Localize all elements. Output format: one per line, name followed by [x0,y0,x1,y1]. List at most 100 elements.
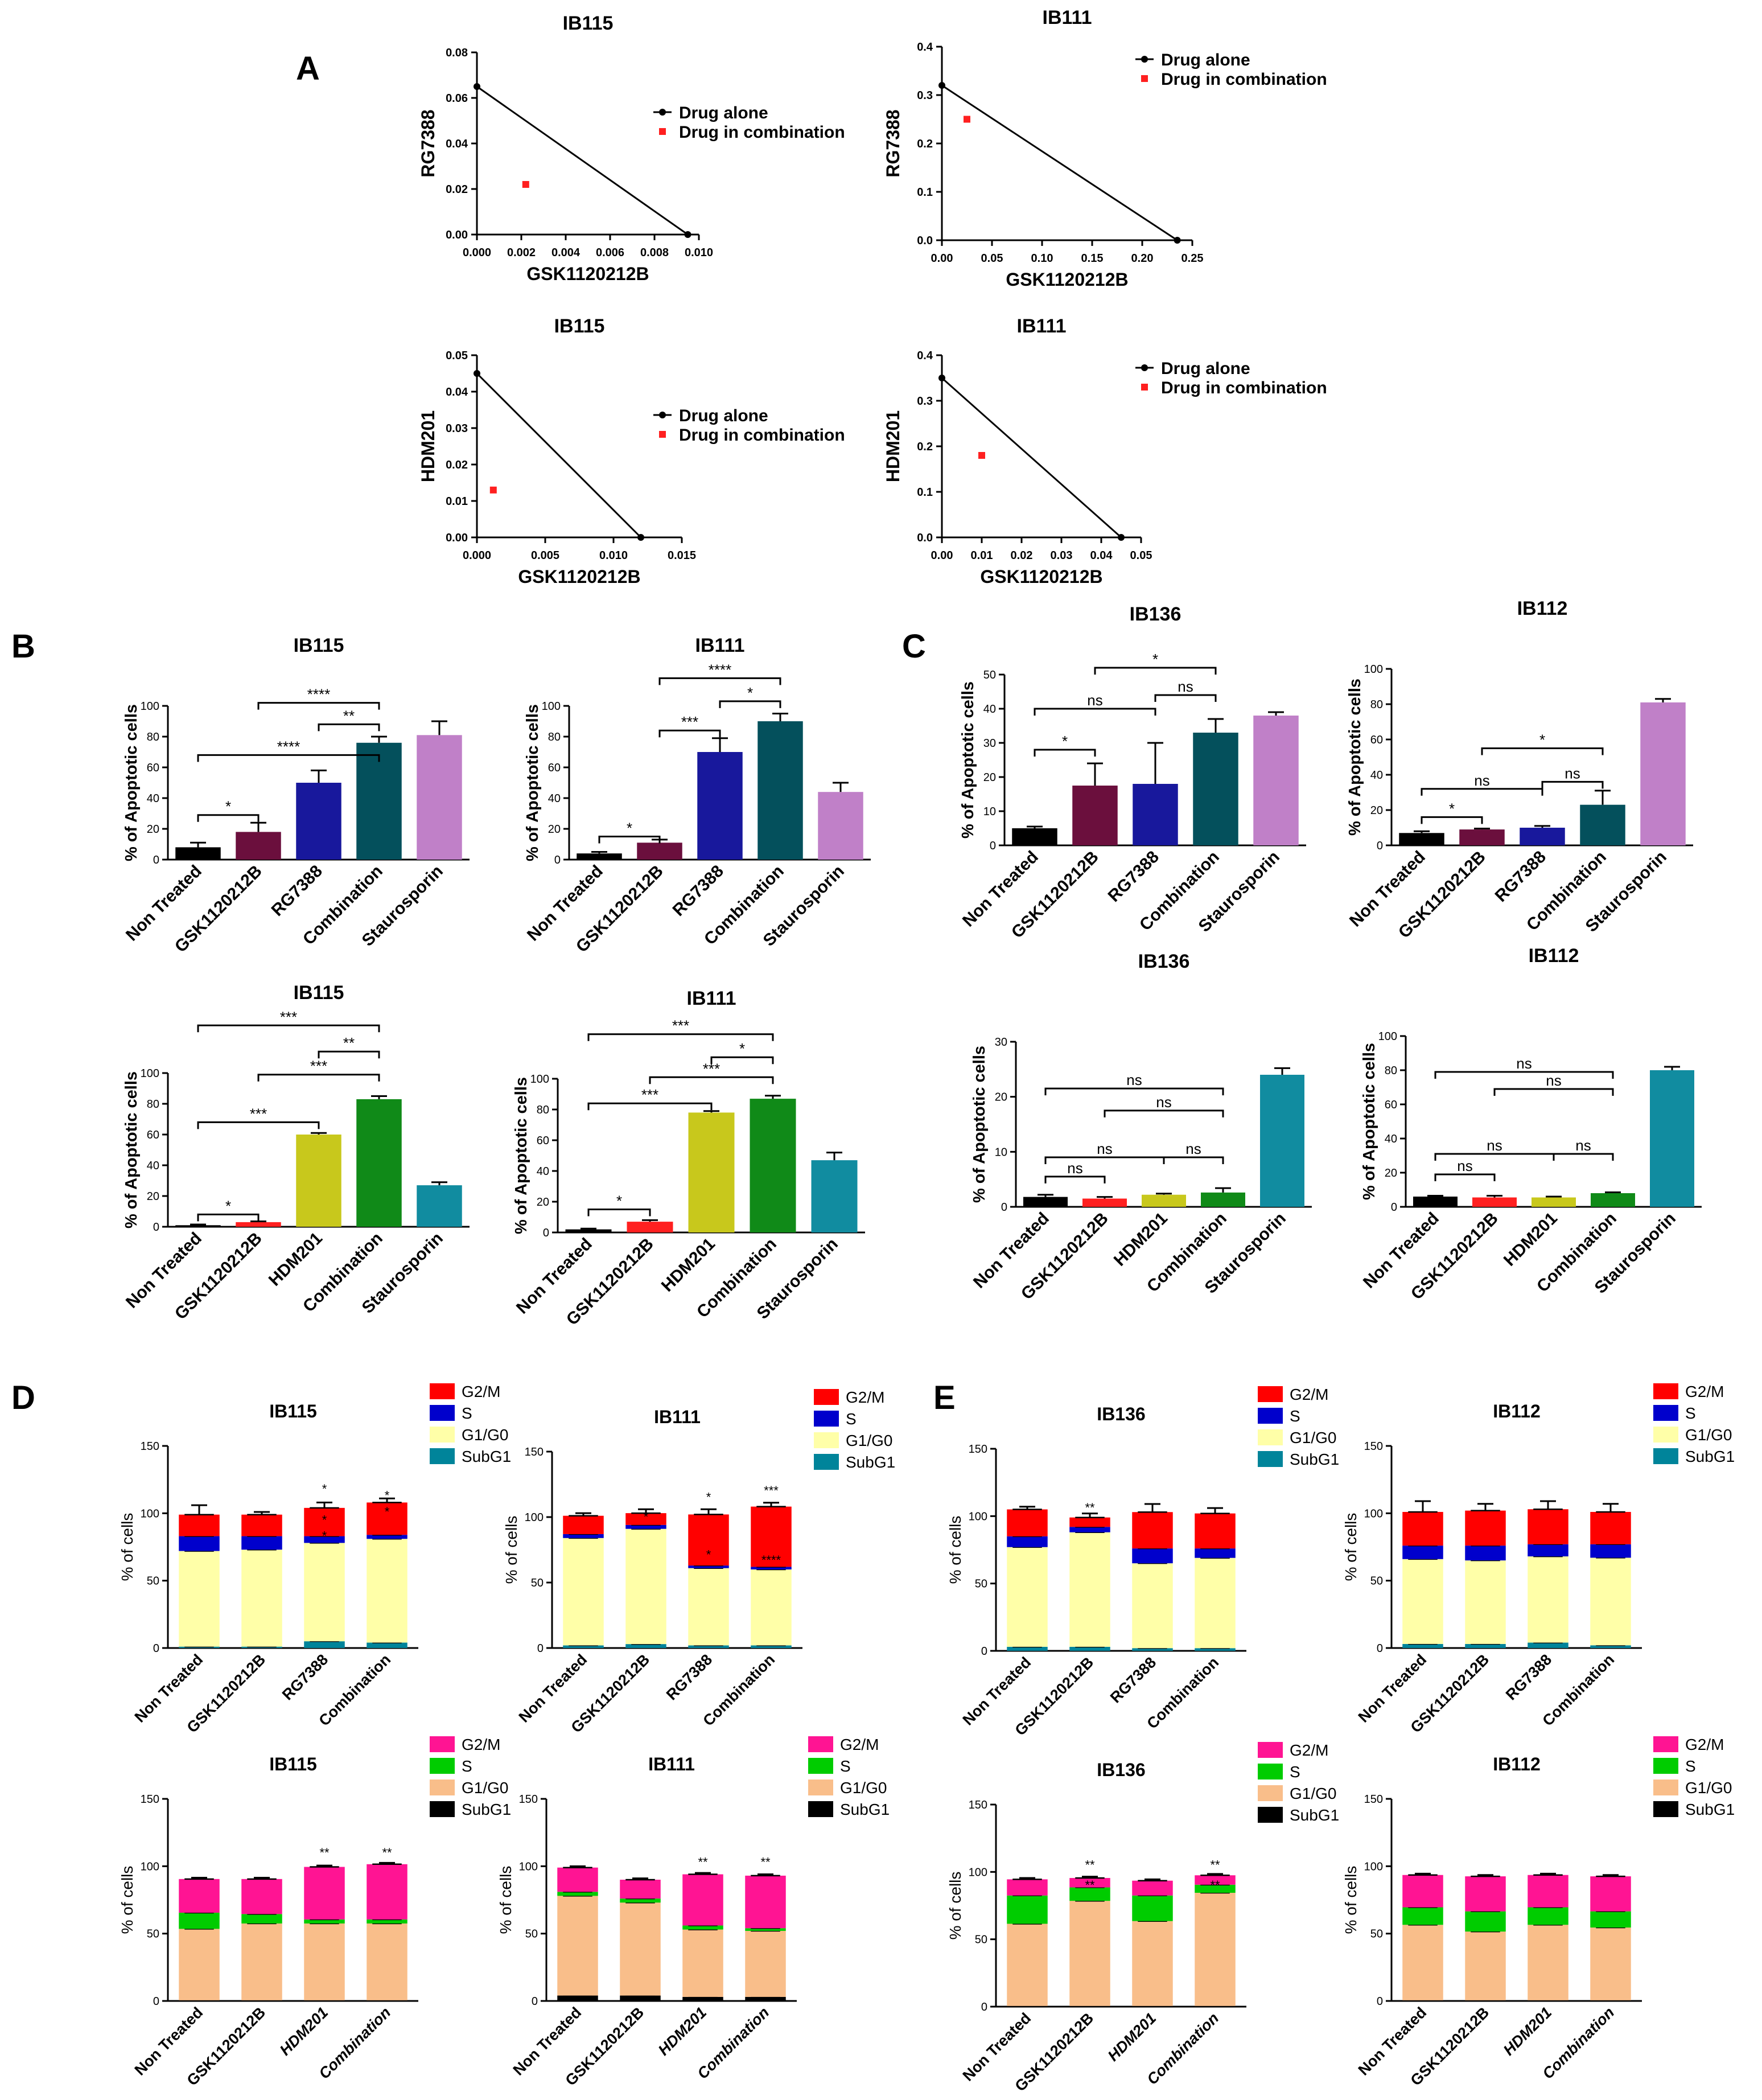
stacked-segment [367,1923,407,2000]
significance-label: ** [343,707,355,724]
legend-label: SubG1 [462,1801,511,1818]
y-tick-label: 0 [1377,840,1383,852]
legend-dot-swatch [659,412,666,418]
stacked-segment [557,1896,598,1996]
significance-label: ** [382,1846,392,1860]
y-tick-label: 80 [147,1098,159,1111]
stacked-segment [557,1892,598,1896]
legend-label: SubG1 [462,1448,511,1465]
significance-label: * [225,798,231,815]
significance-label: * [322,1482,327,1496]
y-axis-label: % of cells [1342,1513,1360,1581]
stacked-segment [1195,1648,1236,1651]
stacked-segment [367,1535,407,1539]
stacked-segment [620,1902,661,1996]
x-tick-label: 0.005 [531,549,559,562]
significance-label: ns [1546,1072,1561,1089]
x-axis-label: GSK1120212B [518,566,640,587]
bar [758,721,803,860]
significance-label: ** [698,1855,708,1869]
significance-bracket [1421,788,1543,796]
significance-label: ** [1085,1878,1095,1892]
y-tick-label: 20 [983,771,996,784]
bar [417,735,462,860]
significance-bracket [710,1056,774,1065]
legend-square-swatch [659,128,666,135]
drug-alone-line [476,372,642,539]
significance-label: ns [1126,1071,1142,1088]
legend-swatch [1653,1405,1678,1421]
chart-title: IB111 [654,1407,701,1427]
stacked-segment [1132,1880,1173,1896]
significance-label: *** [641,1086,658,1103]
isobologram-chart: IB115 0.000 0.005 0.010 0.015 0.00 0.01 0.02 0.0… [418,315,845,587]
stacked-segment [1465,1876,1506,1912]
significance-bracket [1034,708,1156,716]
legend-label: G2/M [462,1736,500,1753]
drug-alone-point [684,231,691,238]
chart-title: IB115 [269,1401,317,1421]
x-tick-label: 0.00 [931,549,953,562]
chart-title: IB115 [294,635,344,656]
bar [1650,1070,1694,1207]
stacked-segment [1069,1887,1110,1901]
stacked-segment [682,1996,723,2001]
stacked-segment [1590,1911,1631,1928]
bar [1532,1197,1576,1207]
stacked-segment [367,1864,407,1920]
x-axis-label: GSK1120212B [980,566,1102,587]
y-tick-label: 50 [1370,1928,1383,1941]
legend-label: S [462,1757,472,1775]
legend-swatch [430,1736,455,1752]
stacked-segment [1402,1559,1443,1644]
y-tick-label: 100 [530,1073,549,1086]
y-tick-label: 80 [1370,698,1383,711]
chart-title: IB111 [687,988,736,1009]
stacked-segment [304,1867,345,1920]
x-tick-label: 0.04 [1090,549,1113,562]
isobologram-chart: IB111 0.00 0.05 0.10 0.15 0.20 0.25 0.0 0.1 0.2 0.… [883,7,1327,290]
stacked-segment [620,1995,661,2001]
y-tick-label: 0.02 [446,183,468,196]
legend-label: S [1685,1757,1696,1775]
y-tick-label: 100 [1364,1507,1383,1520]
significance-bracket [587,1033,774,1041]
x-tick-label: 0.000 [463,246,491,259]
y-tick-label: 0 [153,1221,159,1234]
y-tick-label: 60 [147,1129,159,1141]
y-tick-label: 0.06 [446,92,468,105]
significance-label: ns [1575,1137,1591,1154]
y-tick-label: 20 [548,823,561,836]
y-tick-label: 0.02 [446,459,468,471]
y-tick-label: 100 [141,1067,159,1080]
y-tick-label: 20 [1370,804,1383,817]
stacked-segment [1132,1921,1173,2006]
significance-bracket [1094,667,1217,675]
drug-alone-line [476,85,689,236]
stacked-segment [1195,1875,1236,1885]
bar [697,752,743,860]
y-tick-label: 0.05 [446,350,468,362]
chart-title: IB136 [1130,603,1181,625]
y-tick-label: 60 [1385,1099,1397,1111]
stacked-segment [179,1536,220,1551]
bar [750,1099,796,1232]
y-axis-label: % of Apoptotic cells [1346,679,1364,836]
stacked-segment [1590,1928,1631,2000]
significance-label: * [322,1529,327,1543]
stacked-segment [1007,1895,1048,1924]
stacked-segment [304,1536,345,1543]
stacked-segment [241,1550,282,1647]
legend-swatch [814,1389,839,1405]
bar [175,847,221,860]
legend-swatch [430,1801,455,1817]
stacked-segment [1402,1875,1443,1908]
stacked-segment [625,1644,666,1648]
stacked-segment [1528,1907,1568,1925]
y-axis-label: % of Apoptotic cells [122,704,141,861]
legend-label: G1/G0 [846,1432,892,1449]
bar [818,792,863,860]
stacked-segment [1007,1646,1048,1651]
significance-label: ns [1097,1140,1112,1157]
